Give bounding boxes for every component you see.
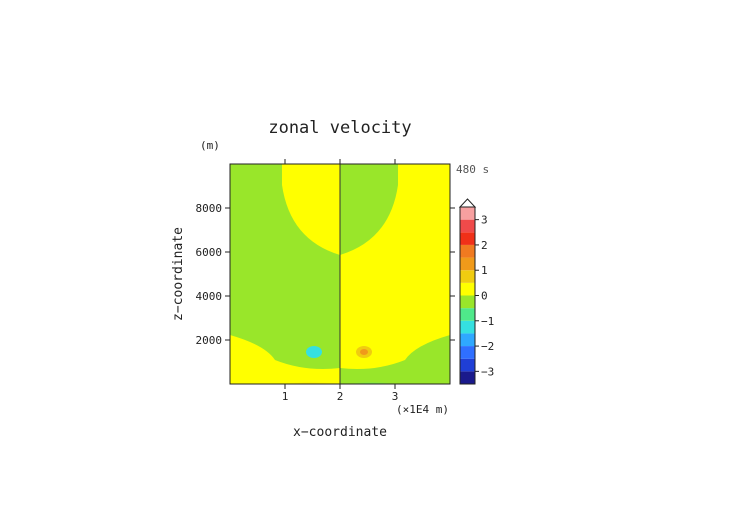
colorbar-label: −1: [481, 315, 494, 328]
colorbar-extend-arrow: [458, 198, 477, 208]
core-blue: [328, 370, 416, 384]
colorbar-swatch: [460, 295, 475, 309]
colorbar-label: 0: [481, 290, 488, 303]
y-tick-label: 2000: [196, 334, 223, 347]
y-axis-label: z−coordinate: [171, 227, 186, 321]
cell-cyan: [306, 346, 322, 358]
x-tick-label: 2: [337, 390, 344, 403]
y-unit-label: (m): [200, 139, 220, 152]
colorbar-label: −2: [481, 340, 494, 353]
x-tick-label: 3: [392, 390, 399, 403]
time-label: 480 s: [456, 163, 489, 176]
colorbar-swatch: [460, 346, 475, 359]
colorbar-swatch: [460, 282, 475, 296]
field-plot: [230, 164, 450, 384]
colorbar-swatch: [460, 333, 475, 347]
colorbar-swatch: [460, 320, 475, 334]
chart-title: zonal velocity: [268, 118, 411, 138]
colorbar-label: 2: [481, 239, 488, 252]
colorbar-swatch: [460, 219, 475, 233]
colorbar-label: −3: [481, 365, 494, 378]
upper-lobe-left: [282, 164, 340, 255]
axis-ticks: 1 2 3 2000 4000 6000 8000: [196, 159, 455, 403]
colorbar-swatch: [460, 257, 475, 271]
colorbar-label: 1: [481, 264, 488, 277]
x-axis-label: x−coordinate: [293, 425, 387, 440]
cell-orange-core: [360, 349, 368, 355]
upper-lobe-right: [340, 164, 398, 255]
x-unit-label: (×1E4 m): [396, 403, 449, 416]
colorbar: 3 2 1 0 −1 −2 −3: [458, 198, 494, 385]
colorbar-swatch: [460, 232, 475, 245]
y-tick-label: 4000: [196, 290, 223, 303]
x-tick-label: 1: [282, 390, 289, 403]
y-tick-label: 8000: [196, 202, 223, 215]
colorbar-swatch: [460, 207, 475, 220]
colorbar-swatch: [460, 270, 475, 283]
colorbar-label: 3: [481, 214, 488, 227]
y-tick-label: 6000: [196, 246, 223, 259]
colorbar-swatch: [460, 244, 475, 258]
colorbar-swatch: [460, 308, 475, 321]
colorbar-swatch: [460, 371, 475, 384]
colorbar-swatch: [460, 358, 475, 372]
